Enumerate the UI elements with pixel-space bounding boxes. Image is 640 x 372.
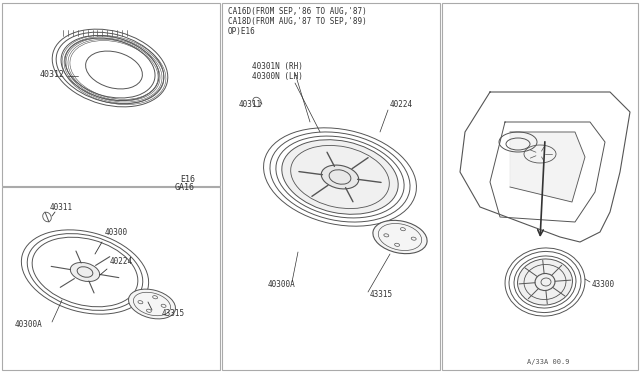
Text: 43315: 43315 [370, 290, 393, 299]
Ellipse shape [129, 289, 175, 319]
Text: 43315: 43315 [162, 310, 185, 318]
Ellipse shape [373, 220, 427, 254]
Text: 40300A: 40300A [268, 280, 296, 289]
Polygon shape [510, 132, 585, 202]
Text: 40312: 40312 [40, 70, 65, 79]
Text: CA18D(FROM AUG,'87 TO SEP,'89): CA18D(FROM AUG,'87 TO SEP,'89) [228, 17, 367, 26]
Text: OP)E16: OP)E16 [228, 27, 256, 36]
Text: 43300: 43300 [592, 280, 615, 289]
Ellipse shape [321, 165, 359, 189]
Bar [442, 3, 638, 370]
Text: 40224: 40224 [110, 257, 133, 266]
Text: 40224: 40224 [390, 100, 413, 109]
Ellipse shape [282, 140, 398, 214]
Text: 40311: 40311 [50, 202, 73, 212]
Bar [222, 3, 440, 370]
Text: 40311: 40311 [239, 100, 262, 109]
Text: E16: E16 [180, 175, 195, 184]
Text: GA16: GA16 [175, 183, 195, 192]
Text: 40300: 40300 [105, 228, 128, 237]
Bar [2, 3, 220, 186]
Bar [2, 187, 220, 370]
Text: 40300A: 40300A [15, 320, 43, 329]
Text: 40301N (RH): 40301N (RH) [252, 62, 303, 71]
Text: 40300N (LH): 40300N (LH) [252, 72, 303, 81]
Ellipse shape [518, 259, 572, 305]
Text: CA16D(FROM SEP,'86 TO AUG,'87): CA16D(FROM SEP,'86 TO AUG,'87) [228, 7, 367, 16]
Text: A/33A 00.9: A/33A 00.9 [527, 359, 570, 365]
Ellipse shape [70, 263, 100, 282]
